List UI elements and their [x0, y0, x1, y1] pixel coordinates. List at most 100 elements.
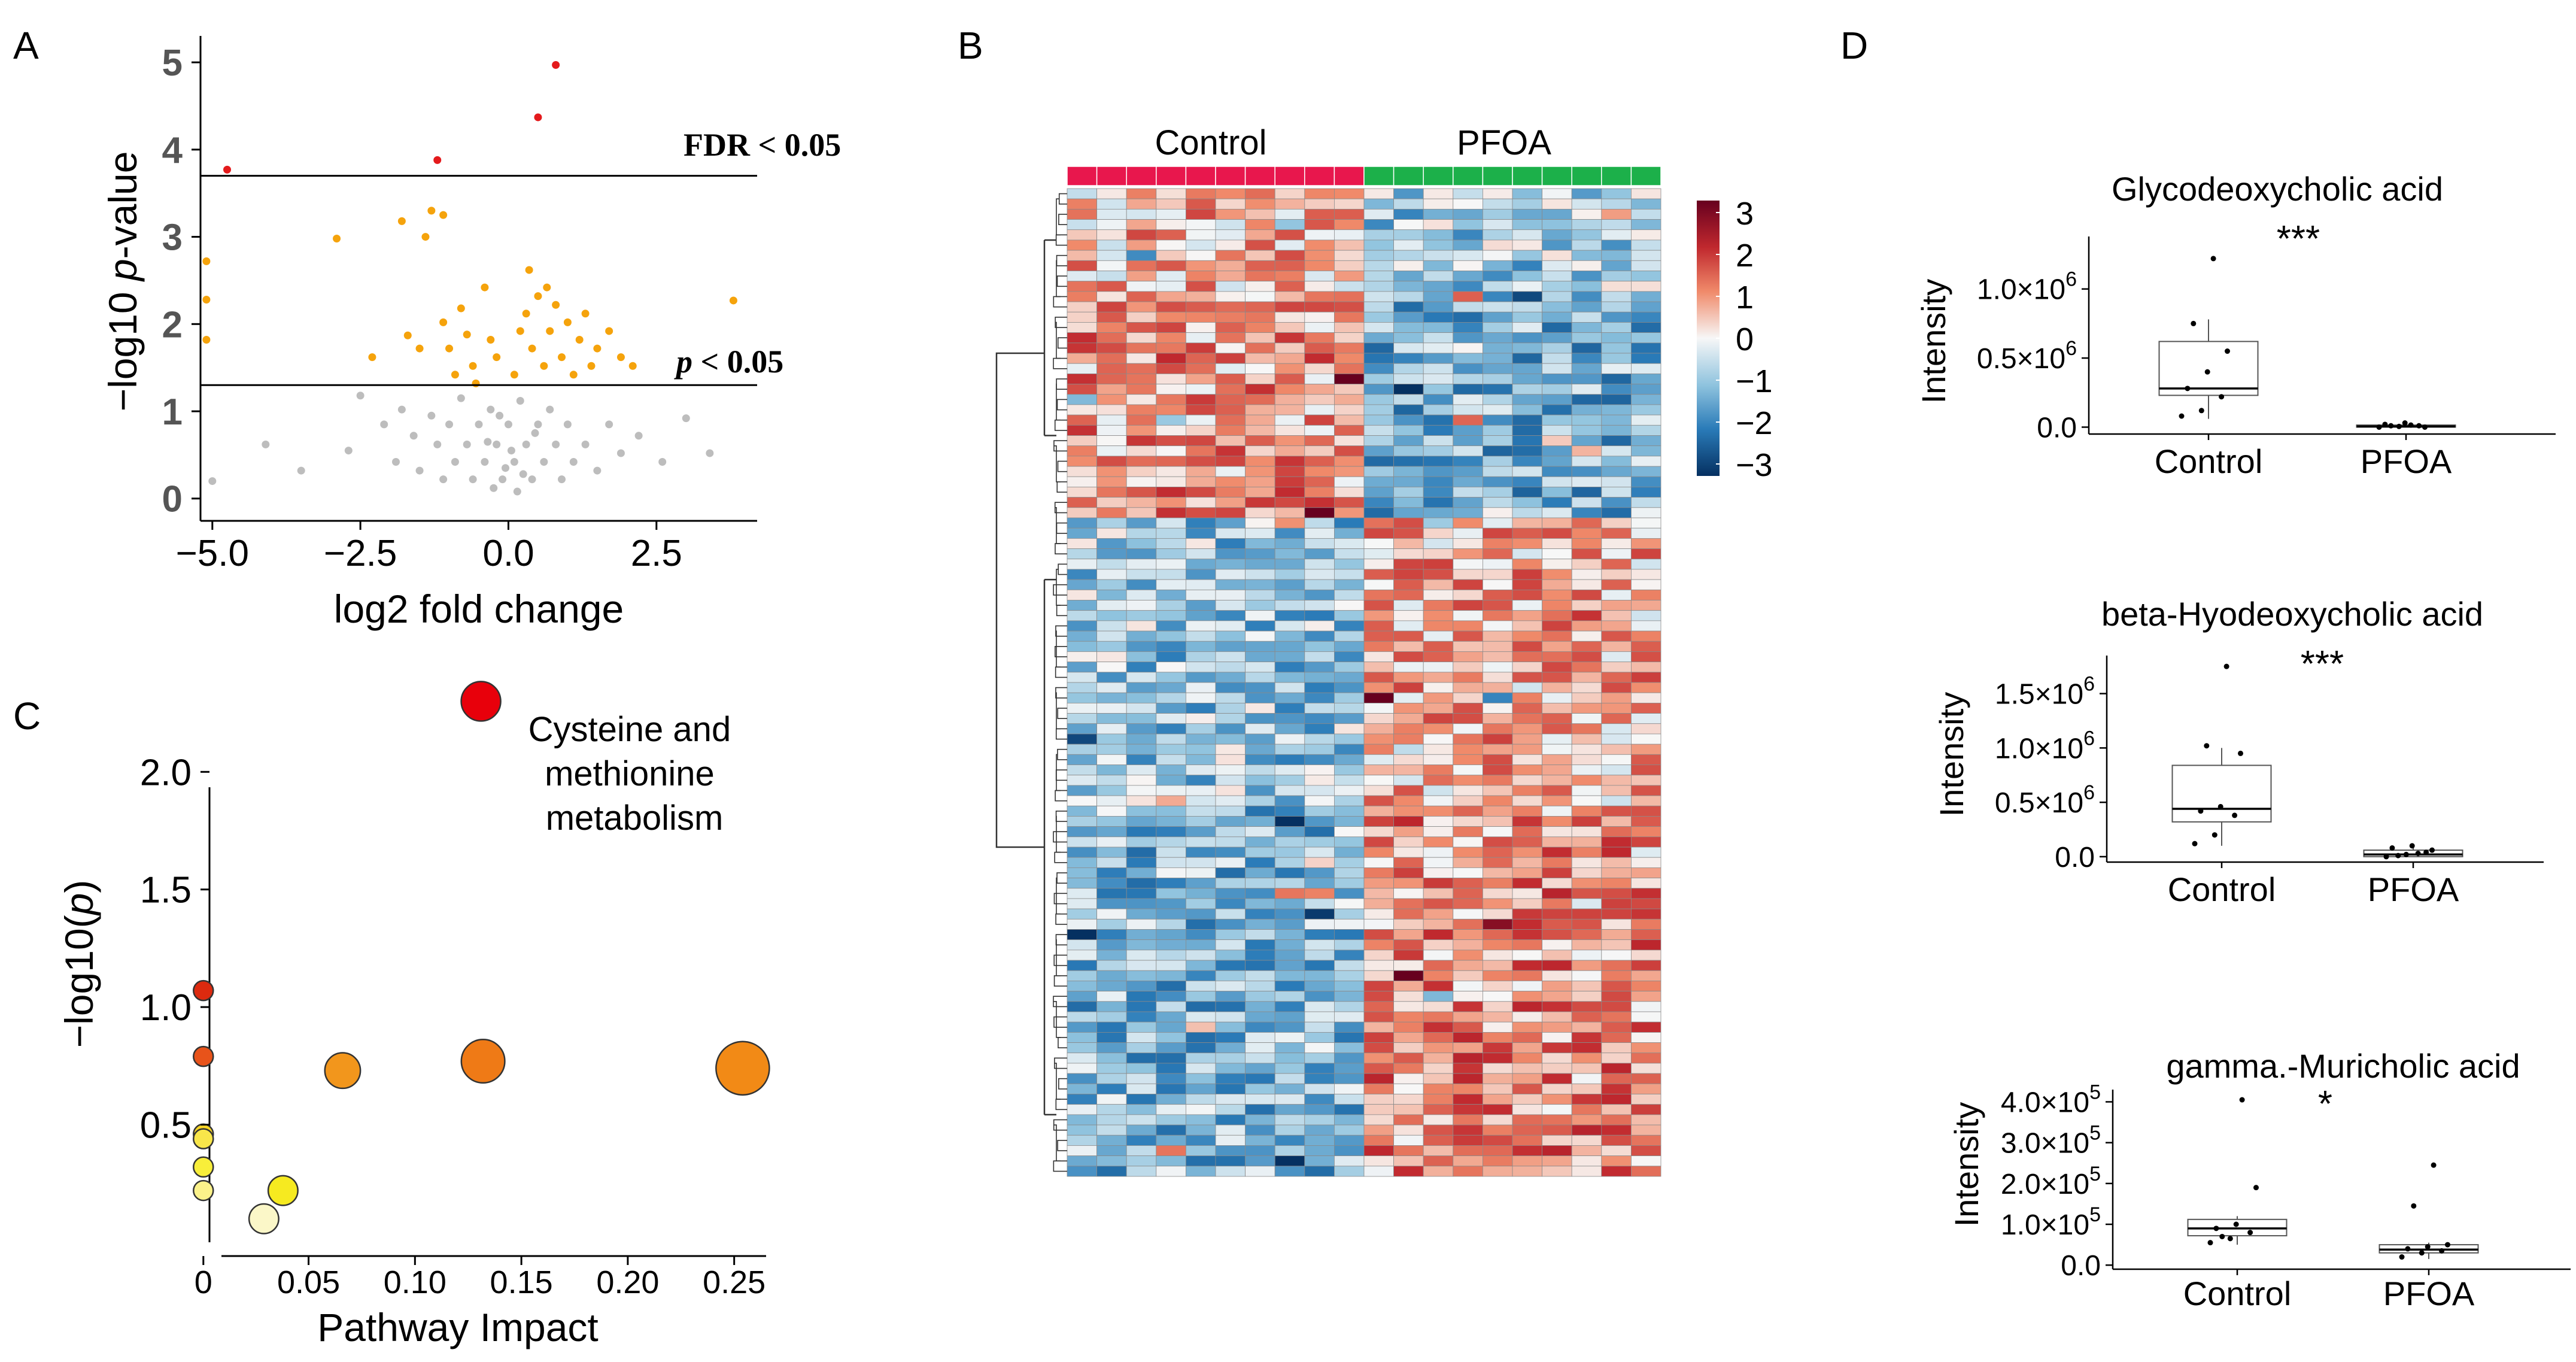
heatmap-cell	[1186, 404, 1216, 415]
heatmap-cell	[1601, 507, 1632, 518]
volcano-point-sig	[439, 211, 448, 219]
volcano-y-tick-label: 1	[162, 392, 183, 433]
heatmap-cell	[1482, 1145, 1513, 1157]
heatmap-cell	[1363, 950, 1394, 961]
heatmap-cell	[1126, 929, 1157, 941]
heatmap-cell	[1482, 981, 1513, 992]
heatmap-cell	[1542, 878, 1572, 889]
heatmap-cell	[1304, 620, 1335, 632]
heatmap-cell	[1274, 908, 1305, 920]
heatmap-cell	[1186, 538, 1216, 549]
heatmap-cell	[1393, 651, 1424, 663]
heatmap-cell	[1186, 1104, 1216, 1115]
heatmap-cell	[1274, 888, 1305, 899]
heatmap-cell	[1601, 929, 1632, 941]
heatmap-cell	[1333, 208, 1365, 220]
heatmap-cell	[1274, 950, 1305, 961]
heatmap-cell	[1571, 456, 1602, 467]
heatmap-cell	[1482, 630, 1513, 642]
heatmap-cell	[1512, 497, 1542, 508]
heatmap-cell	[1512, 219, 1542, 230]
heatmap-group-cell	[1096, 166, 1127, 186]
heatmap-cell	[1542, 507, 1572, 518]
heatmap-cell	[1363, 981, 1394, 992]
dendrogram-leaf	[1057, 337, 1067, 349]
heatmap-cell	[1186, 548, 1216, 560]
heatmap-cell	[1363, 435, 1394, 447]
heatmap-cell	[1126, 1042, 1157, 1054]
heatmap-cell	[1571, 332, 1602, 344]
heatmap-cell	[1067, 1011, 1097, 1023]
heatmap-cell	[1482, 682, 1513, 693]
volcano-point-nonsig	[706, 449, 714, 457]
heatmap-cell	[1423, 1011, 1454, 1023]
boxplot-point	[2395, 853, 2401, 859]
heatmap-cell	[1274, 548, 1305, 560]
heatmap-cell	[1186, 1166, 1216, 1177]
volcano-point-sig	[546, 327, 554, 335]
heatmap-cell	[1363, 651, 1394, 663]
heatmap-cell	[1156, 662, 1186, 673]
heatmap-cell	[1601, 733, 1632, 745]
heatmap-cell	[1333, 538, 1365, 549]
heatmap-cell	[1363, 733, 1394, 745]
heatmap-cell	[1482, 908, 1513, 920]
heatmap-row-dendrogram	[995, 193, 1067, 1172]
heatmap-cell	[1512, 1042, 1542, 1054]
heatmap-cell	[1067, 898, 1097, 909]
heatmap-cell	[1215, 692, 1246, 703]
heatmap-cell	[1542, 929, 1572, 941]
heatmap-cell	[1363, 1021, 1394, 1033]
heatmap-cell	[1067, 744, 1097, 755]
heatmap-cell	[1186, 857, 1216, 868]
heatmap-cell	[1215, 1124, 1246, 1136]
heatmap-group-cell	[1156, 166, 1187, 186]
heatmap-cell	[1096, 322, 1127, 333]
heatmap-cell	[1601, 589, 1632, 600]
volcano-point-nonsig	[469, 475, 477, 484]
heatmap-cell	[1215, 1104, 1246, 1115]
heatmap-cell	[1215, 281, 1246, 292]
heatmap-cell	[1333, 1166, 1365, 1177]
boxplot-point	[2388, 423, 2394, 429]
heatmap-cell	[1215, 548, 1246, 560]
heatmap-cell	[1245, 744, 1275, 755]
volcano-point-nonsig	[415, 466, 424, 475]
heatmap-cell	[1453, 754, 1483, 765]
heatmap-cell	[1156, 353, 1186, 364]
heatmap-cell	[1215, 589, 1246, 600]
heatmap-cell	[1126, 1135, 1157, 1146]
heatmap-cell	[1453, 929, 1483, 941]
heatmap-cell	[1274, 981, 1305, 992]
heatmap-cell	[1423, 188, 1454, 199]
heatmap-cell	[1156, 548, 1186, 560]
heatmap-cell	[1512, 816, 1542, 827]
heatmap-cell	[1601, 1032, 1632, 1043]
volcano-point-sig	[552, 301, 560, 309]
heatmap-cell	[1274, 1021, 1305, 1033]
heatmap-cell	[1304, 682, 1335, 693]
boxplot-point	[2204, 369, 2210, 375]
significance-stars: ***	[2301, 644, 2344, 685]
heatmap-cell	[1274, 497, 1305, 508]
heatmap-cell	[1333, 662, 1365, 673]
heatmap-cell	[1630, 651, 1661, 663]
heatmap-cell	[1542, 271, 1572, 282]
heatmap-cell	[1333, 1114, 1365, 1126]
heatmap-cell	[1601, 579, 1632, 590]
heatmap-cell	[1304, 301, 1335, 313]
volcano-point-sig	[569, 371, 578, 379]
heatmap-cell	[1067, 620, 1097, 632]
heatmap-cell	[1453, 816, 1483, 827]
volcano-point-nonsig	[558, 475, 566, 484]
heatmap-cell	[1453, 765, 1483, 776]
heatmap-cell	[1304, 271, 1335, 282]
heatmap-cell	[1482, 281, 1513, 292]
heatmap-cell	[1601, 414, 1632, 426]
heatmap-cell	[1186, 610, 1216, 621]
heatmap-cell	[1333, 981, 1365, 992]
volcano-point-nonsig	[445, 420, 454, 429]
heatmap-cell	[1333, 332, 1365, 344]
heatmap-cell	[1630, 1001, 1661, 1012]
heatmap-cell	[1215, 1094, 1246, 1105]
